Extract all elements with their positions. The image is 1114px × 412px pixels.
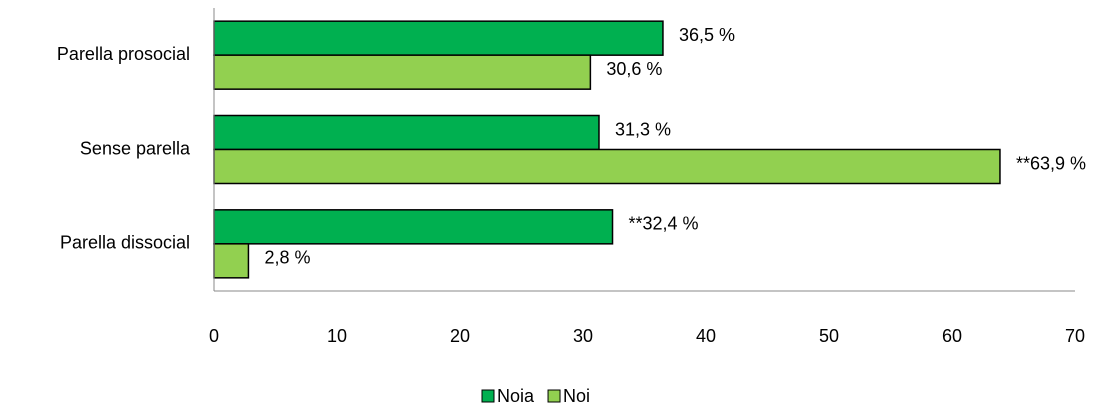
y-tick-label: Parella prosocial xyxy=(57,44,190,64)
data-label: **32,4 % xyxy=(629,214,699,234)
y-tick-label: Parella dissocial xyxy=(60,233,190,253)
x-tick-label: 50 xyxy=(819,326,839,346)
bar xyxy=(213,114,600,151)
bar xyxy=(213,209,614,245)
bar xyxy=(213,243,250,279)
bar xyxy=(213,20,664,56)
x-tick-label: 70 xyxy=(1065,326,1085,346)
legend-label: Noia xyxy=(497,386,535,406)
legend-swatch xyxy=(547,389,561,403)
x-tick-label: 30 xyxy=(573,326,593,346)
bar xyxy=(213,54,592,90)
data-label: **63,9 % xyxy=(1016,153,1086,173)
x-tick-label: 20 xyxy=(450,326,470,346)
x-tick-label: 40 xyxy=(696,326,716,346)
data-label: 2,8 % xyxy=(264,248,310,268)
legend-label: Noi xyxy=(563,386,590,406)
legend-swatch xyxy=(481,389,495,403)
y-tick-label: Sense parella xyxy=(80,138,191,158)
data-label: 36,5 % xyxy=(679,25,735,45)
data-label: 31,3 % xyxy=(615,119,671,139)
x-tick-label: 10 xyxy=(327,326,347,346)
x-tick-label: 60 xyxy=(942,326,962,346)
x-tick-label: 0 xyxy=(209,326,219,346)
data-label: 30,6 % xyxy=(606,59,662,79)
bar xyxy=(213,148,1001,185)
